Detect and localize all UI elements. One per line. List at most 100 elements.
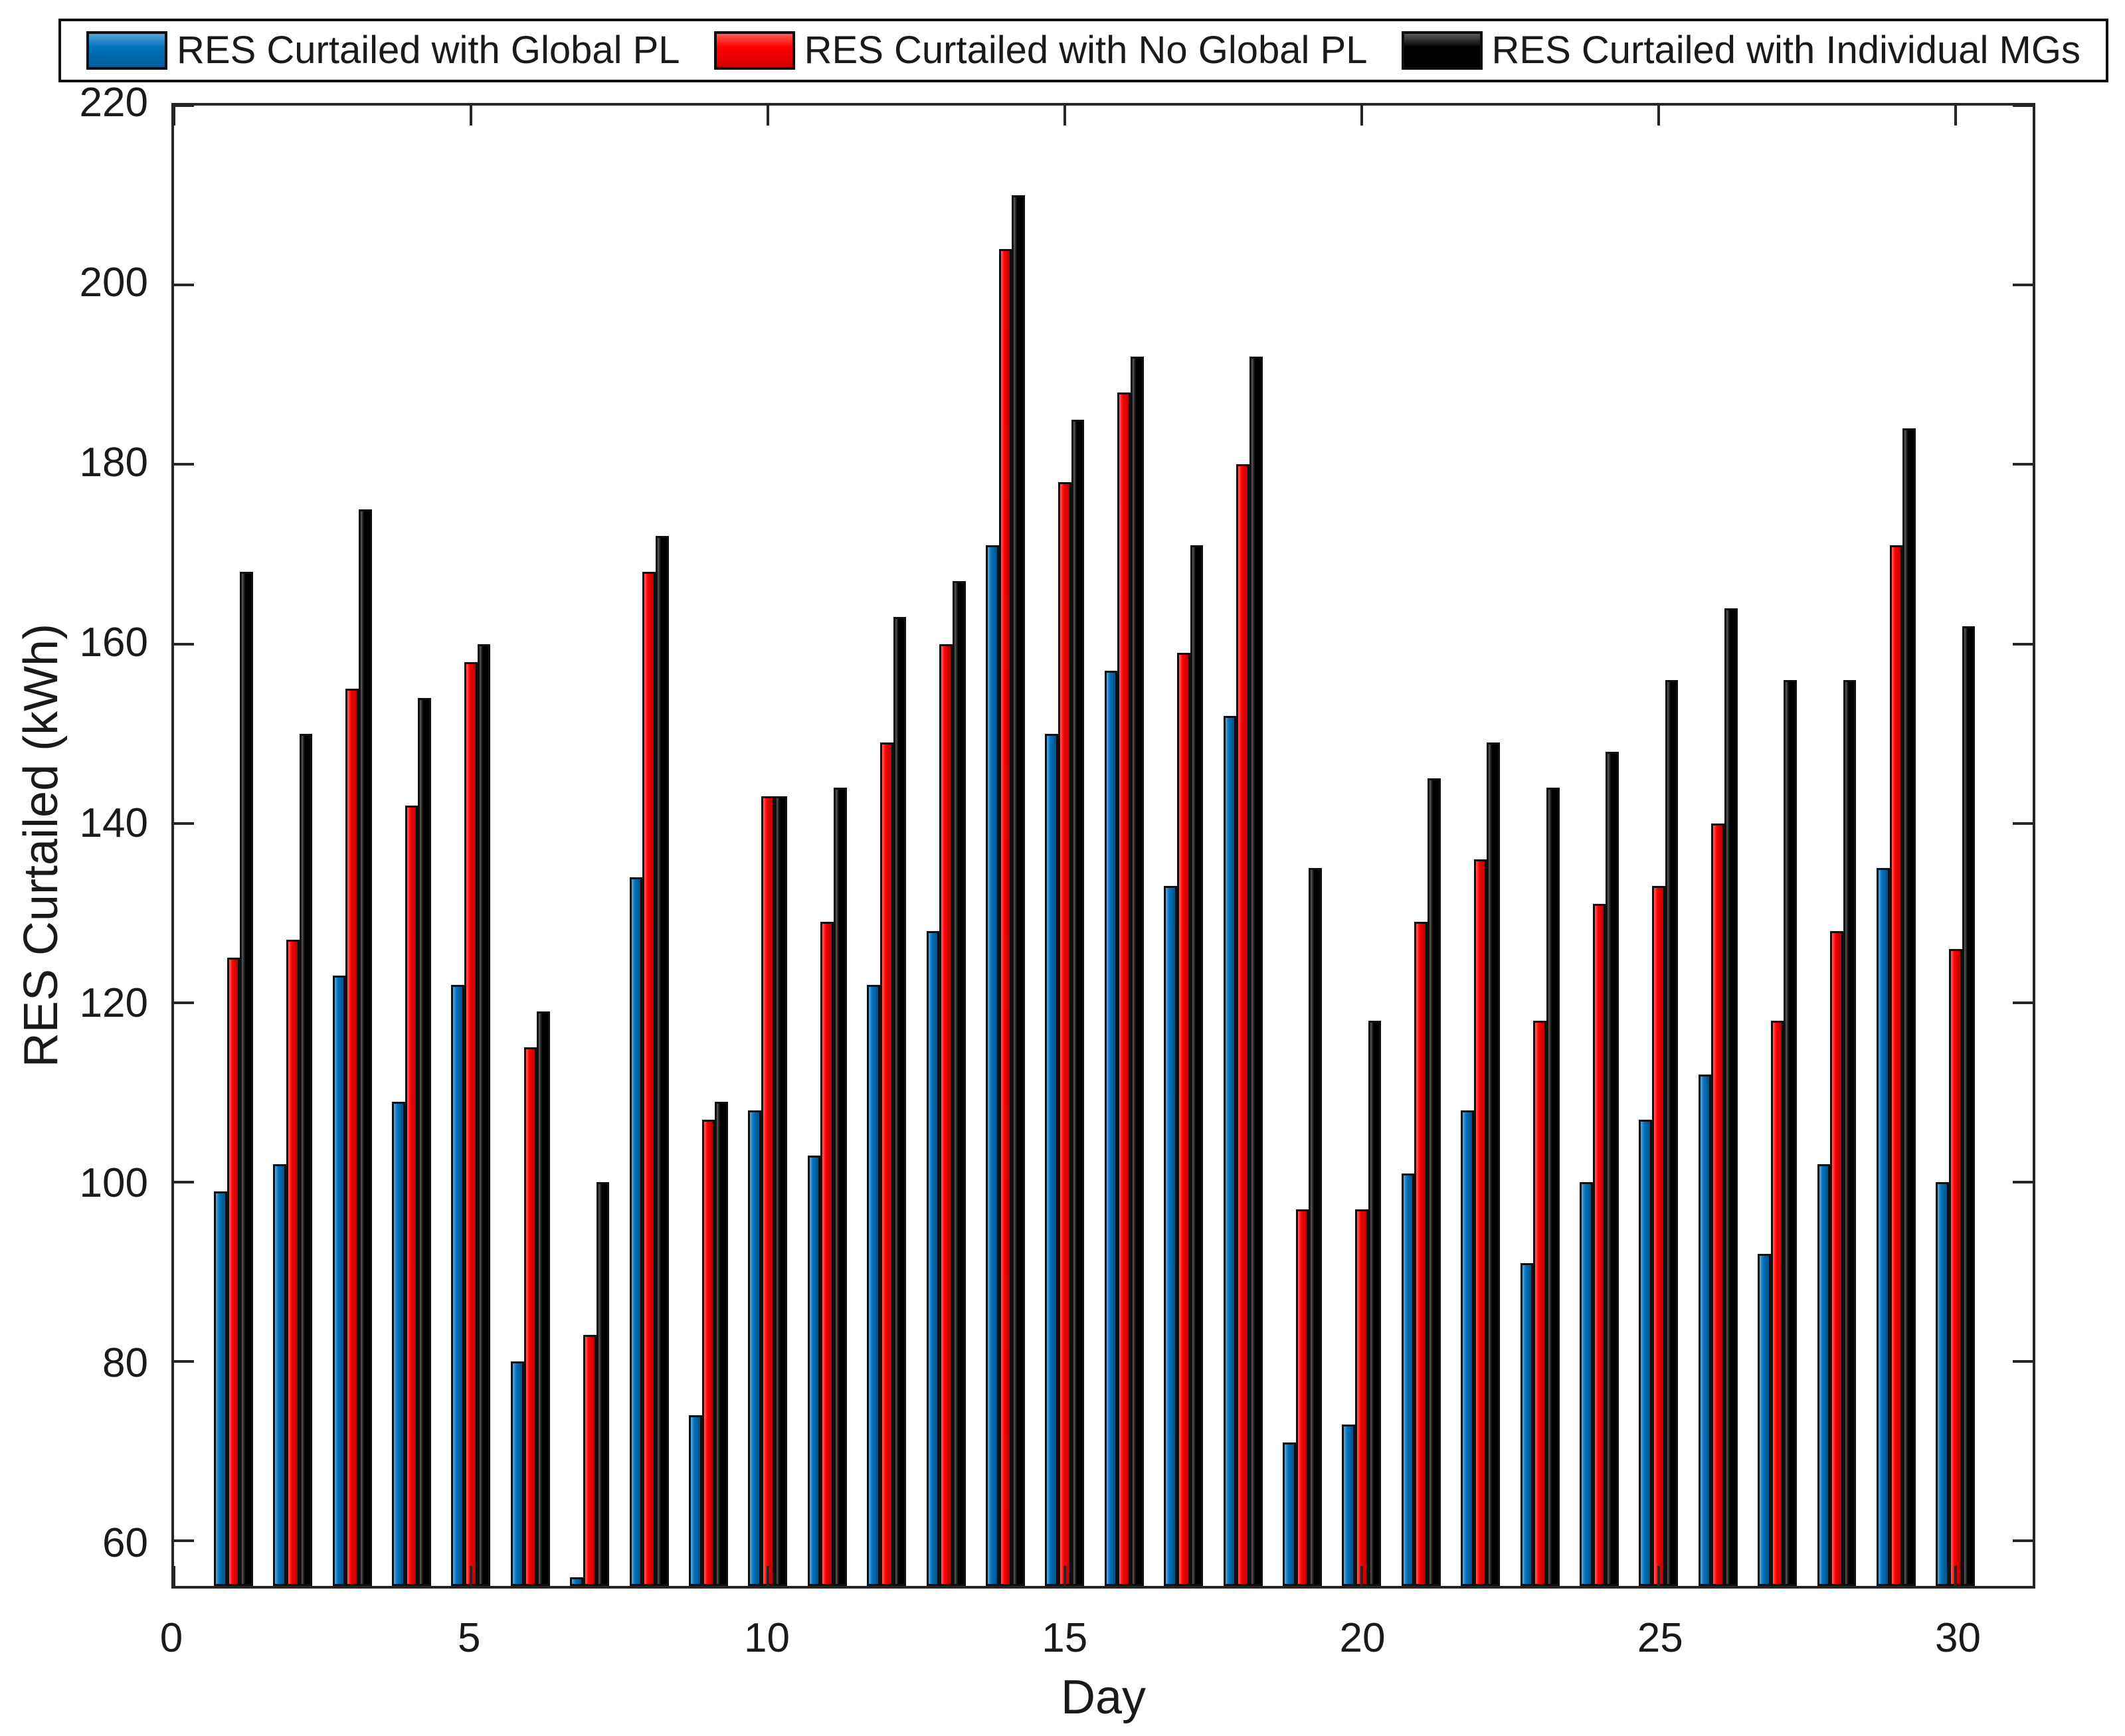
y-tick bbox=[2013, 284, 2033, 287]
x-tick bbox=[173, 1566, 175, 1586]
bar-day23-series3 bbox=[1546, 787, 1560, 1586]
bar-day15-series2 bbox=[1058, 482, 1071, 1586]
x-tick bbox=[1954, 106, 1957, 126]
bar-day17-series1 bbox=[1164, 886, 1177, 1586]
bar-day17-series3 bbox=[1190, 545, 1204, 1586]
legend-swatch-black-icon bbox=[1401, 31, 1483, 70]
y-tick-label: 160 bbox=[79, 620, 148, 666]
bar-day24-series1 bbox=[1579, 1182, 1593, 1586]
bar-day12-series2 bbox=[879, 742, 893, 1586]
bar-day20-series1 bbox=[1342, 1424, 1356, 1586]
bar-day29-series1 bbox=[1876, 868, 1890, 1586]
bar-day28-series3 bbox=[1843, 679, 1857, 1586]
y-tick bbox=[174, 463, 194, 466]
y-tick bbox=[174, 284, 194, 287]
y-tick bbox=[2013, 642, 2033, 646]
bar-day18-series2 bbox=[1236, 464, 1249, 1586]
bar-day29-series2 bbox=[1889, 545, 1903, 1586]
bar-day22-series3 bbox=[1487, 742, 1501, 1586]
x-tick bbox=[766, 106, 769, 126]
legend-item-global-pl: RES Curtailed with Global PL bbox=[86, 31, 680, 70]
bar-day18-series1 bbox=[1223, 715, 1237, 1586]
bar-day19-series2 bbox=[1295, 1209, 1309, 1586]
bar-day28-series1 bbox=[1817, 1164, 1831, 1586]
x-tick-label: 0 bbox=[159, 1615, 183, 1661]
bar-day21-series1 bbox=[1401, 1173, 1415, 1586]
bar-day30-series1 bbox=[1936, 1182, 1949, 1586]
bar-day28-series2 bbox=[1830, 930, 1843, 1586]
bar-day15-series3 bbox=[1071, 419, 1085, 1586]
bar-day16-series1 bbox=[1104, 671, 1118, 1586]
bar-day11-series1 bbox=[807, 1155, 821, 1586]
y-tick-label: 60 bbox=[102, 1520, 148, 1567]
bar-day15-series1 bbox=[1045, 733, 1059, 1586]
x-tick-label: 25 bbox=[1637, 1615, 1683, 1661]
bar-day16-series2 bbox=[1117, 392, 1131, 1586]
bar-day22-series1 bbox=[1461, 1110, 1474, 1586]
bar-day23-series2 bbox=[1533, 1020, 1546, 1586]
bar-day26-series3 bbox=[1724, 608, 1738, 1586]
x-tick bbox=[766, 1566, 769, 1586]
y-tick-label: 200 bbox=[79, 260, 148, 306]
y-tick bbox=[2013, 822, 2033, 825]
bar-day3-series2 bbox=[345, 689, 359, 1586]
legend-item-individual-mgs: RES Curtailed with Individual MGs bbox=[1401, 31, 2080, 70]
bar-day22-series2 bbox=[1473, 859, 1487, 1586]
bar-day4-series2 bbox=[405, 805, 418, 1586]
y-tick bbox=[174, 822, 194, 825]
bar-day16-series3 bbox=[1131, 357, 1144, 1586]
y-tick-label: 180 bbox=[79, 440, 148, 486]
y-tick bbox=[174, 1001, 194, 1004]
bar-day9-series1 bbox=[689, 1415, 702, 1586]
bar-day5-series3 bbox=[477, 644, 491, 1586]
x-axis-label: Day bbox=[1060, 1671, 1147, 1724]
legend-label: RES Curtailed with No Global PL bbox=[804, 29, 1368, 72]
bar-day9-series3 bbox=[715, 1101, 729, 1586]
bar-day5-series1 bbox=[451, 984, 465, 1586]
y-tick bbox=[174, 642, 194, 646]
bar-day8-series2 bbox=[642, 572, 656, 1586]
bar-day26-series1 bbox=[1698, 1074, 1712, 1586]
bar-day4-series1 bbox=[392, 1101, 405, 1586]
bar-day23-series1 bbox=[1520, 1262, 1534, 1586]
bar-day4-series3 bbox=[418, 697, 432, 1586]
bar-day2-series1 bbox=[273, 1164, 286, 1586]
x-tick-label: 5 bbox=[457, 1615, 481, 1661]
bar-day14-series3 bbox=[1012, 195, 1025, 1586]
bar-day1-series3 bbox=[240, 572, 253, 1586]
bar-day19-series1 bbox=[1282, 1442, 1296, 1586]
y-tick bbox=[2013, 463, 2033, 466]
bar-day21-series2 bbox=[1414, 922, 1428, 1586]
y-tick bbox=[2013, 1360, 2033, 1363]
bar-day6-series1 bbox=[510, 1361, 524, 1586]
bar-day10-series2 bbox=[761, 796, 775, 1586]
bar-day20-series3 bbox=[1368, 1020, 1382, 1586]
legend-item-no-global-pl: RES Curtailed with No Global PL bbox=[713, 29, 1368, 72]
bar-day30-series3 bbox=[1962, 626, 1976, 1586]
y-tick bbox=[174, 1360, 194, 1363]
bar-day3-series3 bbox=[359, 509, 372, 1586]
x-tick bbox=[1360, 106, 1363, 126]
bar-day12-series1 bbox=[867, 984, 880, 1586]
bar-day7-series2 bbox=[583, 1334, 597, 1586]
bar-day8-series1 bbox=[629, 877, 643, 1586]
bar-day8-series3 bbox=[655, 536, 669, 1586]
x-tick bbox=[469, 1566, 472, 1586]
bar-day27-series3 bbox=[1784, 679, 1798, 1586]
x-tick-label: 10 bbox=[744, 1615, 790, 1661]
bar-day20-series2 bbox=[1355, 1209, 1368, 1586]
bar-day5-series2 bbox=[464, 661, 478, 1586]
bar-day25-series2 bbox=[1651, 886, 1665, 1586]
bar-day10-series1 bbox=[748, 1110, 762, 1586]
y-tick-label: 100 bbox=[79, 1160, 148, 1206]
bar-day29-series3 bbox=[1902, 428, 1916, 1586]
bar-day13-series1 bbox=[926, 930, 940, 1586]
x-tick-label: 30 bbox=[1934, 1615, 1981, 1661]
x-tick bbox=[173, 106, 175, 126]
y-tick bbox=[2013, 1181, 2033, 1184]
x-tick bbox=[1657, 106, 1660, 126]
bar-day11-series2 bbox=[820, 922, 834, 1586]
bar-day2-series2 bbox=[286, 940, 300, 1586]
y-tick bbox=[2013, 1539, 2033, 1543]
